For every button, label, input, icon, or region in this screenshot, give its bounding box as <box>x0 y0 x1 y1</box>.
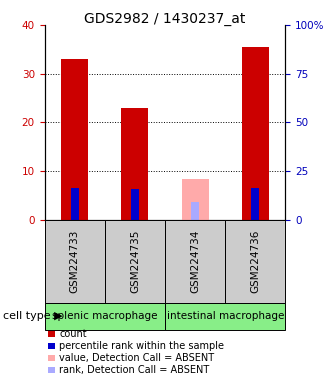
Text: splenic macrophage: splenic macrophage <box>52 311 157 321</box>
Text: GSM224735: GSM224735 <box>130 230 140 293</box>
Text: count: count <box>59 329 87 339</box>
Bar <box>61 59 88 220</box>
Text: GSM224734: GSM224734 <box>190 230 200 293</box>
Text: GSM224736: GSM224736 <box>250 230 260 293</box>
Bar <box>191 202 199 220</box>
Bar <box>242 47 269 220</box>
Text: rank, Detection Call = ABSENT: rank, Detection Call = ABSENT <box>59 365 209 375</box>
Bar <box>182 179 209 220</box>
Bar <box>71 188 79 220</box>
Bar <box>131 189 139 220</box>
Bar <box>121 108 148 220</box>
Bar <box>251 188 259 220</box>
Text: GDS2982 / 1430237_at: GDS2982 / 1430237_at <box>84 12 246 25</box>
Text: cell type ▶: cell type ▶ <box>3 311 63 321</box>
Text: intestinal macrophage: intestinal macrophage <box>167 311 284 321</box>
Text: percentile rank within the sample: percentile rank within the sample <box>59 341 224 351</box>
Text: value, Detection Call = ABSENT: value, Detection Call = ABSENT <box>59 353 214 363</box>
Text: GSM224733: GSM224733 <box>70 230 80 293</box>
